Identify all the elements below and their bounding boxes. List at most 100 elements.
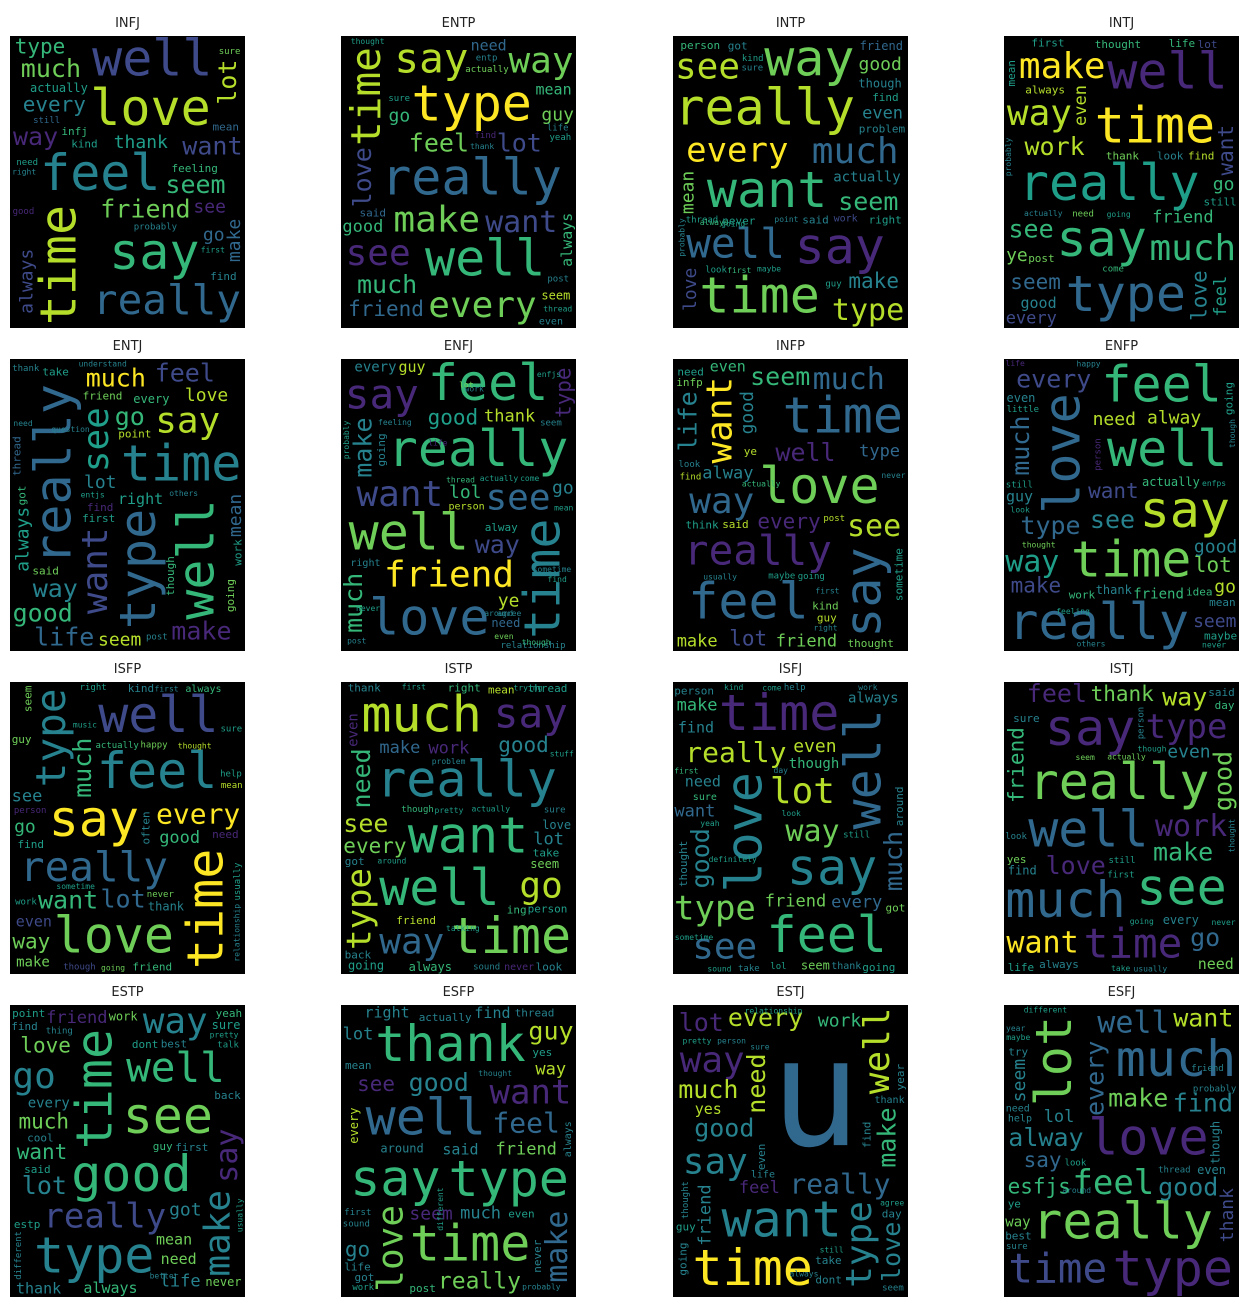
cloud-word: maybe — [1204, 630, 1237, 643]
cloud-word: lot — [22, 1171, 67, 1200]
cloud-word: love — [680, 268, 701, 311]
cloud-word: time — [1084, 920, 1183, 968]
cloud-word: well — [92, 36, 212, 88]
cloud-word: type — [109, 509, 167, 629]
cloud-word: really — [1019, 154, 1200, 212]
cloud-word: post — [547, 275, 569, 285]
cloud-word: good — [694, 1114, 754, 1143]
cloud-word: want — [707, 161, 827, 219]
cloud-word: mean — [554, 503, 573, 512]
cloud-word: time — [719, 684, 839, 742]
cloud-word: sometime — [675, 933, 714, 942]
cloud-word: first — [402, 683, 426, 692]
cloud-word: lol — [449, 482, 482, 503]
cloud-word: think — [686, 519, 719, 532]
cloud-word: actually — [1024, 209, 1063, 218]
cloud-word: go — [552, 478, 574, 499]
cloud-word: well — [366, 1088, 486, 1146]
cloud-word: work — [465, 385, 484, 394]
cloud-word: say — [1140, 481, 1230, 539]
cloud-word: around — [893, 787, 906, 827]
cloud-word: guy — [12, 733, 32, 746]
cloud-word: pretty — [210, 1031, 239, 1040]
panel-title: ISFJ — [778, 662, 803, 677]
cloud-word: say — [787, 839, 877, 897]
cloud-word: going — [375, 433, 388, 466]
cloud-word: though — [1138, 745, 1167, 754]
cloud-word: really — [93, 276, 241, 324]
panel-title: INTJ — [1108, 16, 1135, 31]
cloud-word: love — [1034, 393, 1092, 513]
cloud-word: friend — [384, 555, 514, 596]
cloud-word: probably — [1004, 137, 1013, 176]
cloud-word: good — [71, 1145, 191, 1203]
cloud-word: alway — [1008, 1123, 1083, 1152]
cloud-word: point — [12, 1007, 45, 1020]
panel-title: ESFP — [442, 985, 475, 1000]
cloud-word: ye — [1008, 1198, 1021, 1211]
cloud-word: even — [1167, 741, 1210, 762]
cloud-word: much — [357, 270, 417, 299]
cloud-word: alway — [702, 464, 753, 484]
cloud-word: good — [13, 207, 35, 217]
cloud-word: go — [519, 866, 562, 907]
cloud-word: lol — [1044, 1107, 1075, 1127]
cloud-word: need — [1006, 1104, 1030, 1115]
cloud-word: idea — [1186, 586, 1213, 599]
cloud-word: feeling — [1056, 607, 1090, 616]
cloud-word: type — [1113, 1239, 1233, 1297]
cloud-word: feel — [1211, 276, 1231, 317]
cloud-word: first — [344, 1208, 371, 1218]
cloud-word: going — [676, 1242, 689, 1275]
cloud-word: friend — [46, 1008, 107, 1028]
cloud-word: feel — [1072, 1163, 1154, 1203]
cloud-word: mean — [213, 121, 240, 134]
cloud-word: yeah — [216, 1007, 243, 1020]
cloud-word: much — [678, 1075, 738, 1104]
cloud-word: never — [881, 471, 905, 480]
cloud-word: well — [1107, 43, 1227, 101]
cloud-word: really — [376, 751, 557, 809]
cloud-word: post — [146, 633, 168, 643]
cloud-word: way — [12, 929, 50, 953]
cloud-word: help — [220, 770, 242, 780]
cloud-word: said — [1208, 686, 1235, 699]
cloud-word: problem — [432, 757, 466, 766]
cloud-word: first — [201, 245, 225, 254]
cloud-word: love — [1187, 270, 1211, 321]
cloud-word: well — [1107, 420, 1227, 478]
cloud-word: type — [839, 1201, 880, 1288]
cloud-word: life — [1169, 37, 1196, 50]
cloud-word: actually — [742, 480, 781, 489]
cloud-word: even — [1197, 1163, 1226, 1177]
cloud-word: friend — [860, 39, 903, 53]
cloud-word: feel — [688, 573, 808, 631]
cloud-word: look — [1157, 150, 1184, 163]
cloud-word: first — [1107, 871, 1134, 881]
cloud-word: good — [159, 828, 200, 848]
cloud-word: said — [32, 565, 59, 578]
cloud-word: thank — [1096, 583, 1133, 597]
cloud-word: thought — [178, 741, 212, 750]
cloud-word: say — [49, 790, 139, 848]
cloud-word: well — [98, 686, 218, 744]
cloud-word: find — [210, 270, 237, 283]
cloud-word: post — [409, 1282, 436, 1295]
cloud-word: friend — [1005, 727, 1029, 803]
cloud-word: much — [1006, 416, 1035, 476]
cloud-word: ye — [498, 591, 520, 612]
cloud-word: need — [161, 1250, 197, 1268]
cloud-word: lot — [770, 771, 835, 812]
cloud-word: mean — [488, 683, 515, 696]
cloud-word: make — [677, 696, 718, 716]
cloud-word: time — [342, 47, 390, 146]
cloud-word: life — [1006, 359, 1025, 368]
cloud-word: thread — [1158, 1165, 1191, 1175]
cloud-word: infp — [676, 376, 703, 389]
cloud-word: said — [802, 214, 829, 227]
cloud-word: back — [345, 948, 372, 961]
cloud-word: good — [737, 391, 758, 434]
cloud-word: even — [710, 359, 746, 376]
cloud-word: need — [347, 748, 376, 808]
cloud-word: going — [101, 964, 125, 973]
